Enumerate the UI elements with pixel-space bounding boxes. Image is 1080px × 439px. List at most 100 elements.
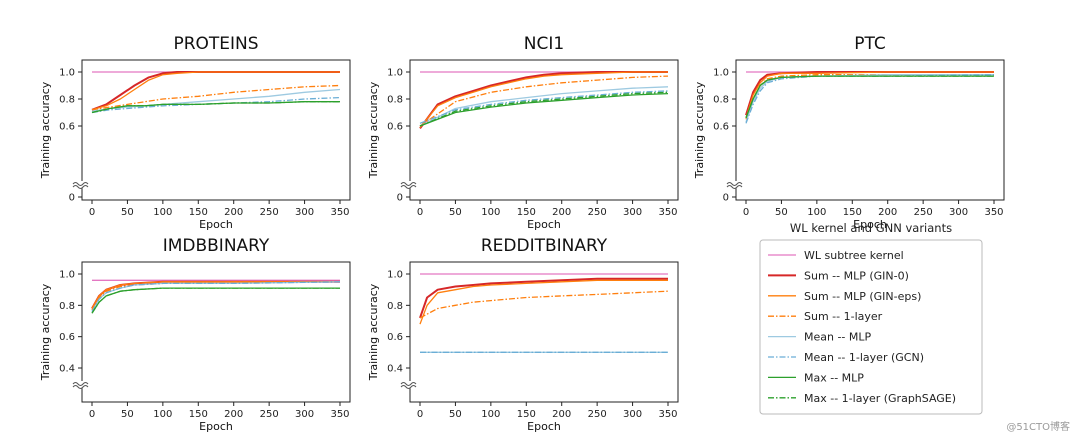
series-line-mean-mlp [419, 86, 669, 127]
y-axis-label: Training accuracy [367, 81, 380, 179]
x-tick-label: 200 [552, 207, 571, 218]
series-line-max-mlp [419, 92, 669, 127]
plot-frame [81, 59, 351, 201]
series-line-sum-mlp-gin-eps [745, 71, 994, 119]
x-tick-label: 50 [121, 409, 134, 420]
legend: WL kernel and GNN variants WL subtree ker… [759, 221, 983, 415]
axis-break-mask [401, 181, 415, 188]
x-tick-label: 250 [588, 409, 607, 420]
series-line-sum-1-layer [419, 290, 669, 319]
x-tick-label: 250 [260, 207, 279, 218]
y-tick-label: 1.0 [387, 270, 403, 281]
x-tick-label: 350 [330, 409, 349, 420]
series-line-sum-1-layer [91, 281, 340, 311]
series-line-sum-mlp-gin-0 [419, 277, 668, 319]
axis-break-icon [400, 185, 417, 189]
series-line-sum-mlp-gin-eps [419, 279, 668, 325]
x-tick-label: 0 [743, 207, 749, 218]
x-tick-label: 200 [224, 409, 243, 420]
y-tick-label: 1.0 [713, 68, 729, 79]
x-tick-label: 100 [481, 207, 500, 218]
y-tick-label: 0.8 [387, 301, 403, 312]
x-tick-label: 300 [949, 207, 968, 218]
legend-label: Sum -- 1-layer [804, 310, 883, 323]
x-tick-label: 150 [843, 207, 862, 218]
series-line-max-1-layer-graphsage [91, 101, 340, 114]
legend-label: Max -- 1-layer (GraphSAGE) [804, 392, 956, 405]
axis-break-mask [401, 381, 415, 388]
plot-frame [735, 59, 1005, 201]
y-axis-label: Training accuracy [39, 283, 52, 381]
series-line-mean-1-layer-gcn [419, 90, 669, 124]
x-tick-label: 350 [658, 207, 677, 218]
x-tick-label: 50 [449, 409, 462, 420]
y-tick-label: 1.0 [59, 68, 75, 79]
y-tick-label: 0.6 [387, 332, 403, 343]
y-axis-label: Training accuracy [367, 283, 380, 381]
x-tick-label: 150 [189, 207, 208, 218]
plot-frame [81, 261, 351, 403]
subplot-title: PROTEINS [173, 34, 258, 54]
y-tick-label: 0 [723, 193, 729, 204]
x-tick-label: 150 [517, 207, 536, 218]
y-tick-label: 1.0 [387, 68, 403, 79]
series-line-max-1-layer-graphsage [91, 287, 340, 314]
y-tick-label: 0.6 [59, 332, 75, 343]
series-line-sum-1-layer [419, 75, 669, 127]
y-tick-label: 0.8 [387, 95, 403, 106]
subplot-proteins: PROTEINS 0 50 100 150 200 250 300 350 Epoch 0 0.6 0.… [39, 34, 351, 231]
subplot-title: NCI1 [524, 34, 564, 54]
y-tick-label: 0.8 [713, 95, 729, 106]
series-line-mean-1-layer-gcn [91, 281, 341, 312]
axis-break-icon [400, 382, 417, 386]
x-tick-label: 300 [623, 207, 642, 218]
axis-break-mask [727, 181, 741, 188]
y-tick-label: 0.8 [59, 95, 75, 106]
y-tick-label: 0.6 [713, 122, 729, 133]
x-tick-label: 250 [588, 207, 607, 218]
x-tick-label: 100 [481, 409, 500, 420]
x-tick-label: 50 [775, 207, 788, 218]
subplot-title: REDDITBINARY [481, 236, 608, 256]
x-tick-label: 50 [121, 207, 134, 218]
axis-break-icon [726, 182, 743, 186]
axis-break-mask [73, 381, 87, 388]
x-axis-label: Epoch [527, 420, 561, 433]
x-tick-label: 200 [878, 207, 897, 218]
legend-box [759, 239, 983, 415]
y-tick-label: 0 [69, 193, 75, 204]
x-tick-label: 350 [984, 207, 1003, 218]
x-tick-label: 300 [295, 207, 314, 218]
y-tick-label: 0.4 [59, 364, 75, 375]
axis-break-icon [400, 385, 417, 389]
x-axis-label: Epoch [853, 218, 887, 231]
axis-break-icon [72, 385, 89, 389]
legend-label: Max -- MLP [804, 371, 864, 384]
x-tick-label: 100 [153, 207, 172, 218]
y-tick-label: 0.8 [59, 301, 75, 312]
series-line-max-1-layer-graphsage [745, 75, 994, 119]
x-axis-label: Epoch [199, 420, 233, 433]
x-tick-label: 200 [224, 207, 243, 218]
series-line-mean-1-layer-gcn [91, 96, 341, 114]
subplot-redditbinary: REDDITBINARY 0 50 100 150 200 250 300 350 Epoch 0.… [367, 236, 679, 433]
x-tick-label: 350 [330, 207, 349, 218]
series-line-sum-1-layer [91, 84, 341, 111]
x-tick-label: 300 [623, 409, 642, 420]
plot-frame [409, 59, 679, 201]
x-tick-label: 350 [658, 409, 677, 420]
y-axis-label: Training accuracy [39, 81, 52, 179]
plot-frame [409, 261, 679, 403]
watermark: @51CTO博客 [1006, 422, 1070, 433]
legend-label: Mean -- 1-layer (GCN) [804, 351, 924, 364]
legend-title: WL kernel and GNN variants [790, 221, 952, 235]
x-tick-label: 0 [89, 207, 95, 218]
x-tick-label: 50 [449, 207, 462, 218]
legend-label: Mean -- MLP [804, 331, 872, 344]
legend-label: Sum -- MLP (GIN-eps) [804, 290, 921, 303]
subplot-ptc: PTC 0 50 100 150 200 250 300 350 Epoch 0 0.6 0.8 1.0 T… [693, 34, 1005, 231]
y-tick-label: 0 [397, 193, 403, 204]
x-tick-label: 100 [807, 207, 826, 218]
y-tick-label: 0.6 [59, 122, 75, 133]
